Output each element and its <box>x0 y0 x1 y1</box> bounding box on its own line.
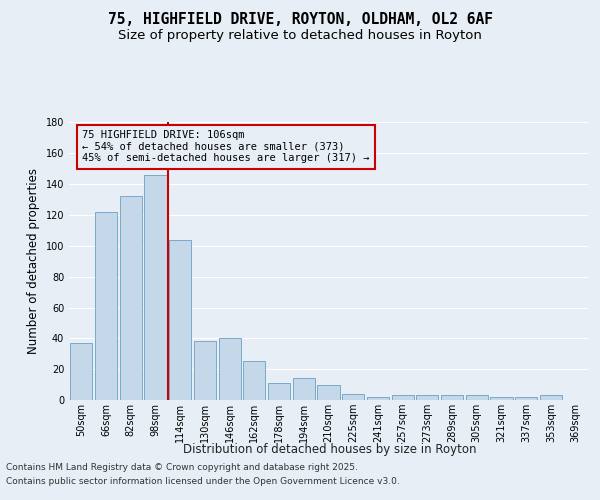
Bar <box>218 338 241 400</box>
Bar <box>392 396 414 400</box>
Text: Contains public sector information licensed under the Open Government Licence v3: Contains public sector information licen… <box>6 477 400 486</box>
Bar <box>466 396 488 400</box>
Text: 75, HIGHFIELD DRIVE, ROYTON, OLDHAM, OL2 6AF: 75, HIGHFIELD DRIVE, ROYTON, OLDHAM, OL2… <box>107 12 493 28</box>
Bar <box>441 396 463 400</box>
Text: Contains HM Land Registry data © Crown copyright and database right 2025.: Contains HM Land Registry data © Crown c… <box>6 464 358 472</box>
Bar <box>119 196 142 400</box>
Bar <box>515 397 538 400</box>
Bar <box>317 384 340 400</box>
Text: Distribution of detached houses by size in Royton: Distribution of detached houses by size … <box>183 442 477 456</box>
Bar <box>243 362 265 400</box>
Bar <box>169 240 191 400</box>
Bar <box>367 397 389 400</box>
Text: 75 HIGHFIELD DRIVE: 106sqm
← 54% of detached houses are smaller (373)
45% of sem: 75 HIGHFIELD DRIVE: 106sqm ← 54% of deta… <box>82 130 370 164</box>
Bar <box>293 378 315 400</box>
Y-axis label: Number of detached properties: Number of detached properties <box>27 168 40 354</box>
Bar <box>540 396 562 400</box>
Bar <box>342 394 364 400</box>
Text: Size of property relative to detached houses in Royton: Size of property relative to detached ho… <box>118 29 482 42</box>
Bar <box>70 343 92 400</box>
Bar <box>416 396 439 400</box>
Bar <box>268 383 290 400</box>
Bar <box>194 342 216 400</box>
Bar <box>145 175 167 400</box>
Bar <box>490 397 512 400</box>
Bar <box>95 212 117 400</box>
